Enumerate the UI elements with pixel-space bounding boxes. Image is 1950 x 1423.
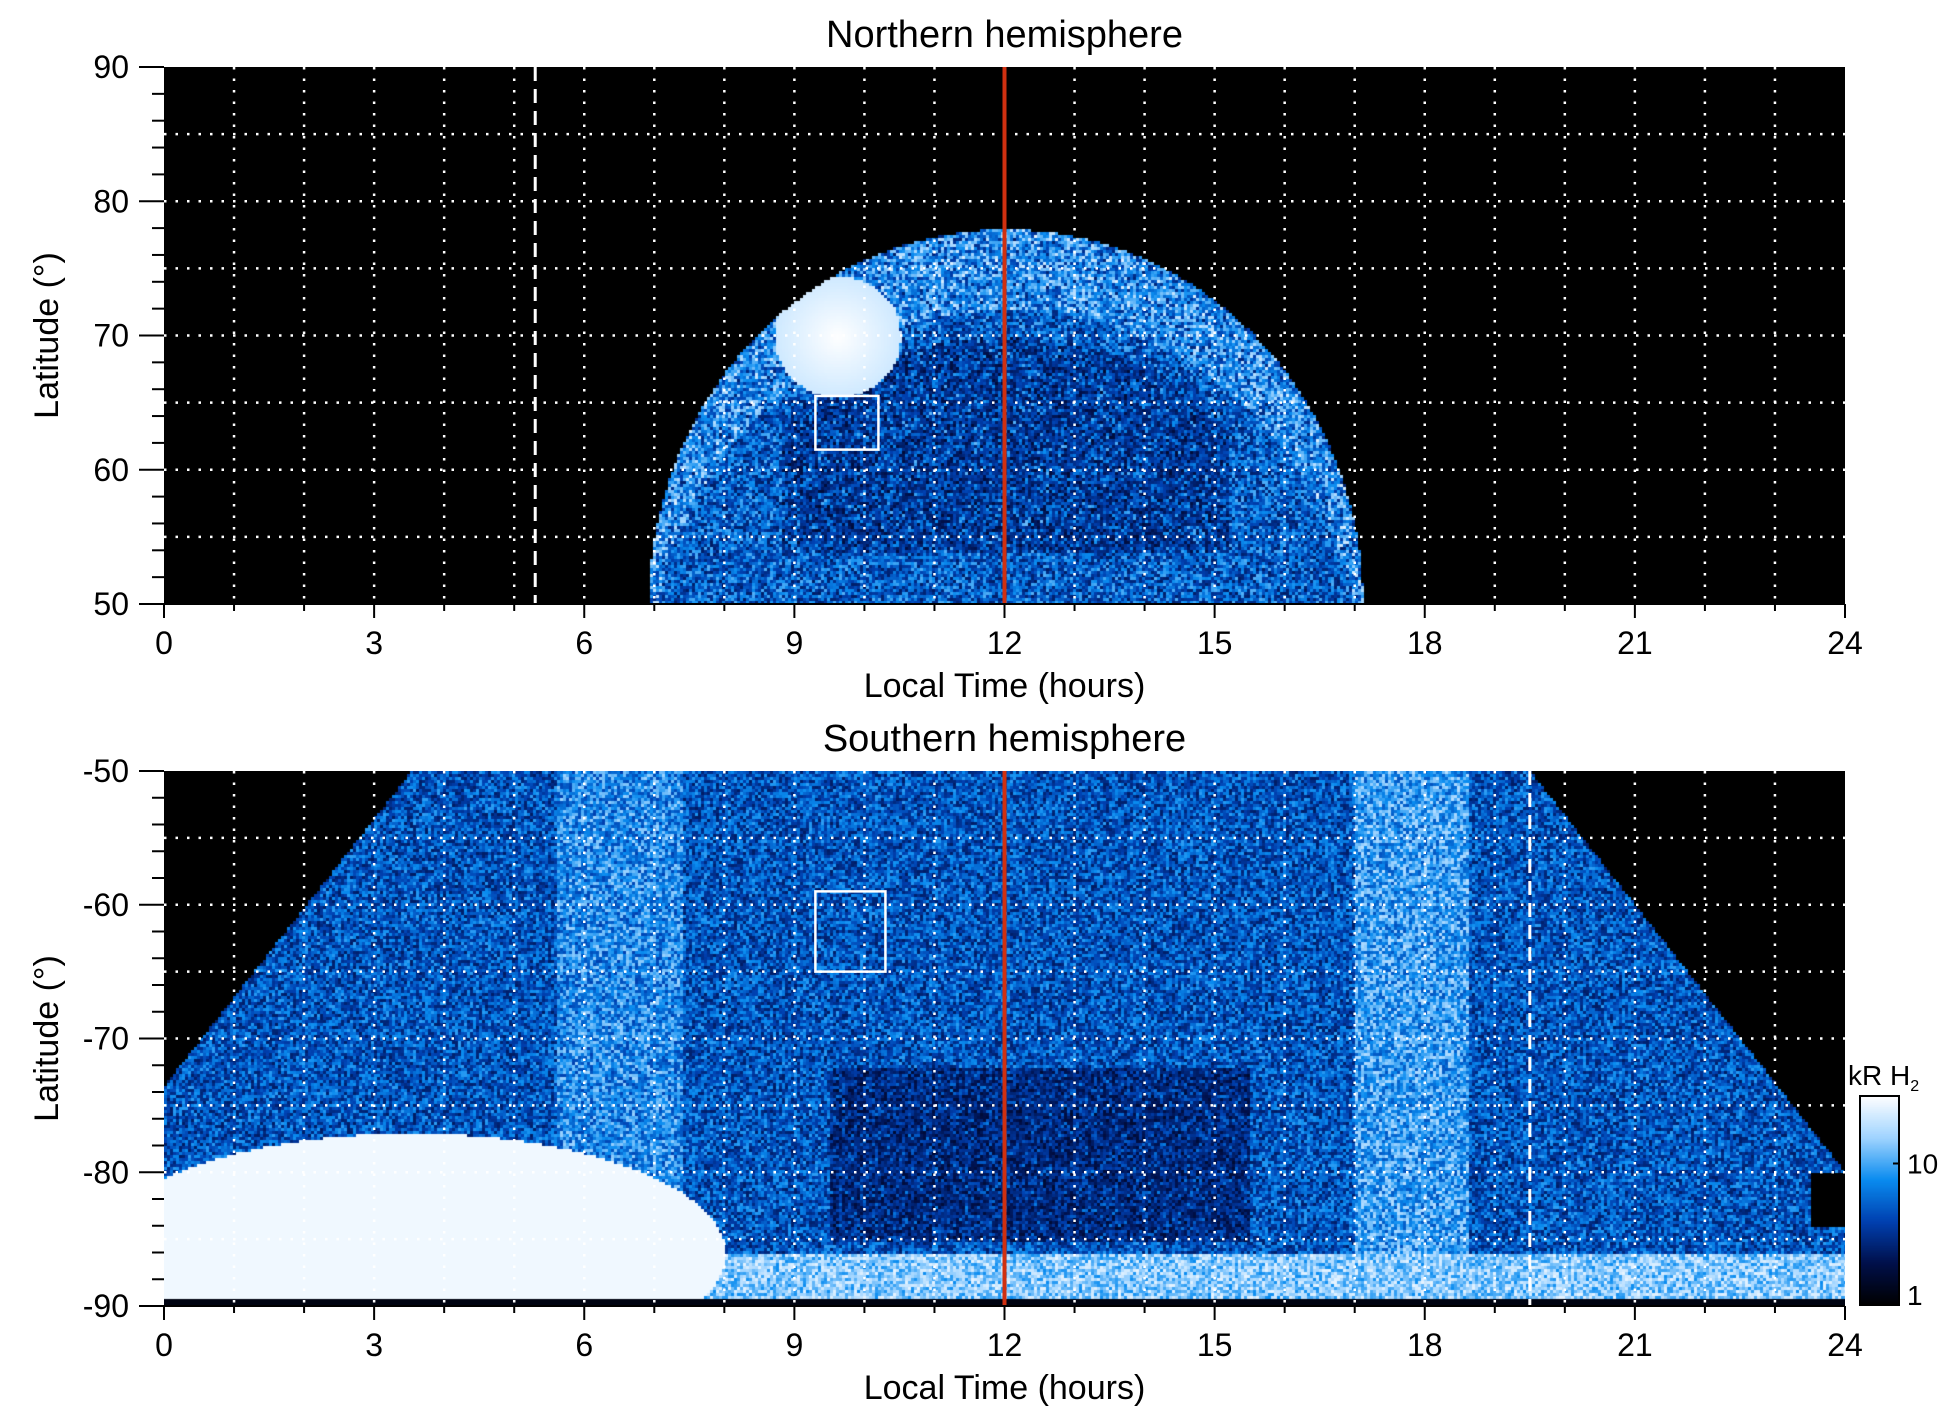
x-tick-label: 0 [155,625,173,661]
x-tick-label: 9 [785,1327,803,1363]
y-tick-label: -90 [83,1288,129,1324]
x-tick-label: 6 [575,625,593,661]
colorbar-tick-label: 1 [1907,1280,1923,1311]
y-tick-label: 90 [93,49,129,85]
x-tick-label: 12 [987,625,1023,661]
x-tick-label: 6 [575,1327,593,1363]
y-tick-label: -60 [83,887,129,923]
region-box [814,394,880,451]
x-tick-label: 0 [155,1327,173,1363]
colorbar-frame [1859,1095,1900,1306]
colorbar-label: kR H2 [1848,1060,1919,1095]
y-tick-label: -80 [83,1154,129,1190]
north-ylabel: Latitude (°) [28,252,66,419]
colorbar-gradient [1860,1096,1899,1305]
y-tick-label: 50 [93,586,129,622]
x-tick-label: 21 [1617,625,1653,661]
region-box [814,890,887,973]
x-tick-label: 18 [1407,625,1443,661]
x-tick-label: 9 [785,625,803,661]
x-tick-label: 24 [1827,1327,1863,1363]
x-tick-label: 12 [987,1327,1023,1363]
x-tick-label: 3 [365,625,383,661]
south-title: Southern hemisphere [823,718,1186,760]
colorbar-tick-label: 10 [1907,1149,1938,1180]
north-xlabel: Local Time (hours) [864,667,1146,705]
x-tick-label: 15 [1197,625,1233,661]
y-tick-label: 80 [93,183,129,219]
y-tick-label: -70 [83,1021,129,1057]
y-tick-label: -50 [83,753,129,789]
x-tick-label: 18 [1407,1327,1443,1363]
x-tick-label: 3 [365,1327,383,1363]
y-tick-label: 60 [93,452,129,488]
x-tick-label: 21 [1617,1327,1653,1363]
x-tick-label: 15 [1197,1327,1233,1363]
south-ylabel: Latitude (°) [28,955,66,1122]
north-title: Northern hemisphere [826,14,1183,56]
south-xlabel: Local Time (hours) [864,1369,1146,1407]
x-tick-label: 24 [1827,625,1863,661]
y-tick-label: 70 [93,318,129,354]
